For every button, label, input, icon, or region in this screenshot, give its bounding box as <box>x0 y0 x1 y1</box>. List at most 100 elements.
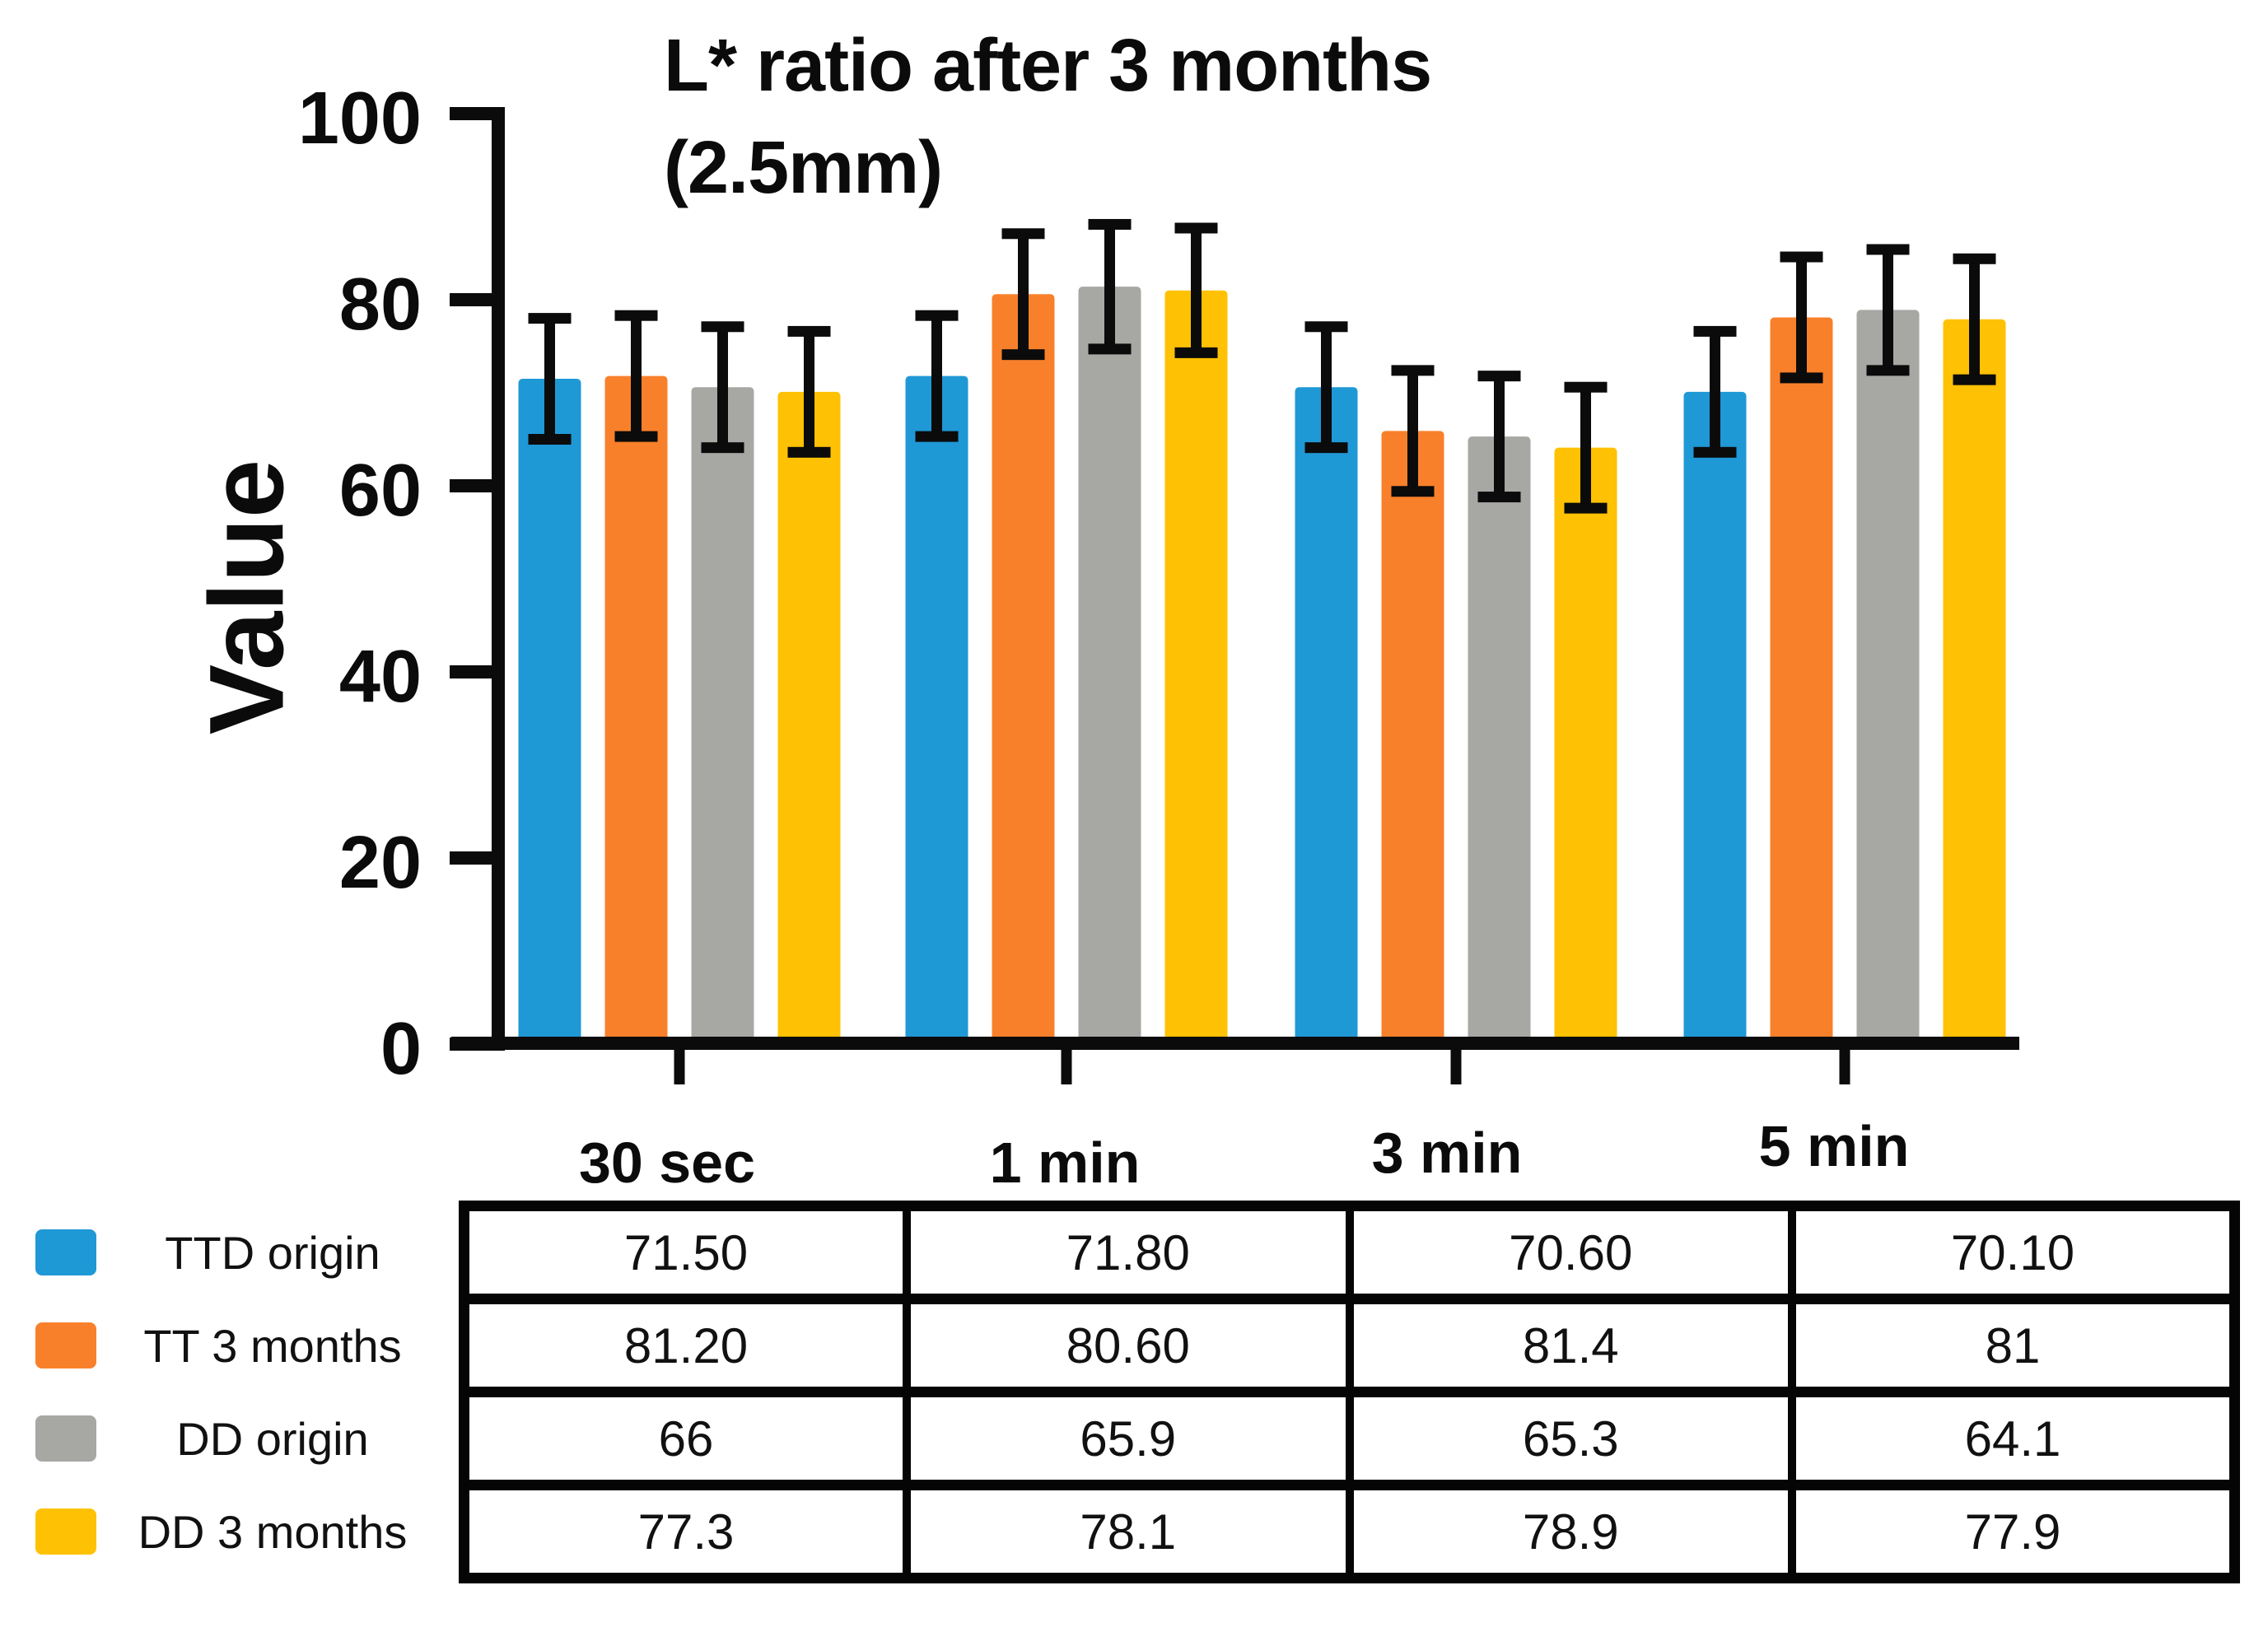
table-cell-ttd-origin-5-min: 70.10 <box>1788 1201 2239 1304</box>
y-axis-title: Value <box>189 459 306 734</box>
bar-ttd-origin-30-sec <box>518 379 581 1049</box>
error-bar-cap-bottom <box>1693 446 1737 458</box>
error-bar-cap-bottom <box>1477 492 1521 503</box>
data-table-body: 71.50 71.80 70.60 70.10 81.20 80.60 81.4 81 66 65… <box>460 1201 2239 1583</box>
table-cell-dd-3-months-5-min: 77.9 <box>1788 1480 2239 1583</box>
legend-item-ttd-origin: TTD origin <box>21 1204 449 1301</box>
legend-item-dd-origin: DD origin <box>21 1390 449 1487</box>
error-bar-cap-top <box>1564 381 1608 393</box>
error-bar-cap-top <box>1088 218 1132 230</box>
error-bar-cap-bottom <box>701 442 744 454</box>
bar-ttd-origin-3-min <box>1295 387 1358 1050</box>
legend-label: TT 3 months <box>143 1319 402 1372</box>
error-bar-whisker <box>1018 233 1029 355</box>
error-bar-whisker <box>1321 326 1332 448</box>
y-axis-tick <box>450 293 502 306</box>
legend-item-dd-3-months: DD 3 months <box>21 1483 449 1580</box>
error-bar-whisker <box>1580 387 1591 509</box>
error-bar-whisker <box>804 331 814 453</box>
error-bar-cap-top <box>1693 325 1737 337</box>
y-tick-label: 100 <box>298 77 422 160</box>
bar-tt-3-months-3-min <box>1381 431 1444 1049</box>
x-axis-tick <box>674 1048 685 1084</box>
error-bar-cap-top <box>1174 222 1218 234</box>
bar-chart: 0 20 40 60 80 100 30 sec 1 min 3 min 5 min Value <box>189 77 2019 1194</box>
table-cell-ttd-origin-3-min: 70.60 <box>1345 1201 1796 1304</box>
error-bar-cap-bottom <box>1953 374 1996 385</box>
error-bar-cap-top <box>915 310 959 321</box>
error-bar-cap-top <box>614 310 658 321</box>
error-bar-cap-bottom <box>1391 486 1435 497</box>
error-bar-whisker <box>931 315 942 437</box>
error-bar-whisker <box>1191 227 1202 353</box>
error-bar-whisker <box>544 318 555 440</box>
table-row-ttd-origin: 71.50 71.80 70.60 70.10 <box>460 1201 2239 1304</box>
y-axis-tick <box>450 851 502 865</box>
bar-dd-origin-1-min <box>1078 287 1141 1049</box>
bar-dd-origin-5-min <box>1856 310 1920 1049</box>
error-bar-cap-top <box>1477 371 1521 382</box>
error-bar-cap-bottom <box>1564 502 1608 514</box>
error-bar-whisker <box>631 315 642 437</box>
error-bar-cap-bottom <box>787 446 831 458</box>
legend-label: DD origin <box>176 1412 369 1465</box>
bar-dd-3-months-3-min <box>1554 447 1617 1049</box>
bar-ttd-origin-1-min <box>905 375 968 1049</box>
bar-tt-3-months-30-sec <box>604 375 668 1049</box>
error-bar-cap-bottom <box>1866 365 1910 376</box>
table-cell-dd-3-months-3-min: 78.9 <box>1345 1480 1796 1583</box>
y-axis-tick <box>450 665 502 678</box>
error-bar-whisker <box>1883 249 1893 371</box>
x-axis-tick <box>1839 1048 1850 1084</box>
error-bar-cap-top <box>528 313 572 324</box>
error-bar-whisker <box>1494 375 1505 497</box>
y-tick-label: 40 <box>339 636 422 718</box>
bar-tt-3-months-5-min <box>1770 317 1833 1050</box>
legend-swatch <box>35 1229 96 1275</box>
chart-title: L* ratio after 3 months (2.5mm) <box>664 15 1432 219</box>
bar-dd-origin-30-sec <box>691 387 754 1050</box>
table-cell-dd-origin-30-sec: 66 <box>460 1387 911 1490</box>
error-bar-cap-bottom <box>1001 349 1045 361</box>
error-bar-cap-bottom <box>915 431 959 442</box>
error-bar-cap-top <box>701 321 744 333</box>
bar-tt-3-months-1-min <box>992 294 1055 1050</box>
chart-title-line2: (2.5mm) <box>664 127 943 210</box>
bar-dd-3-months-5-min <box>1943 319 2006 1050</box>
table-cell-ttd-origin-30-sec: 71.50 <box>460 1201 911 1304</box>
bar-ttd-origin-5-min <box>1683 391 1747 1049</box>
bar-dd-origin-3-min <box>1468 436 1531 1049</box>
x-tick-label: 1 min <box>990 1131 1141 1194</box>
error-bar-cap-bottom <box>1304 442 1348 454</box>
error-bar-whisker <box>717 326 728 448</box>
table-cell-dd-origin-1-min: 65.9 <box>903 1387 1354 1490</box>
table-row-tt-3-months: 81.20 80.60 81.4 81 <box>460 1294 2239 1397</box>
error-bar-cap-top <box>1866 244 1910 255</box>
error-bar-whisker <box>1710 331 1720 453</box>
error-bar-cap-bottom <box>1174 347 1218 358</box>
error-bar-cap-bottom <box>614 431 658 442</box>
legend-label: DD 3 months <box>138 1505 408 1558</box>
error-bar-cap-bottom <box>528 434 572 445</box>
y-tick-label: 80 <box>339 263 422 346</box>
error-bar-whisker <box>1104 224 1115 349</box>
bar-dd-3-months-30-sec <box>777 391 841 1049</box>
error-bar-whisker <box>1796 257 1807 378</box>
y-tick-label: 20 <box>339 822 422 904</box>
data-table: 71.50 71.80 70.60 70.10 81.20 80.60 81.4 81 66 65… <box>459 1201 2240 1583</box>
table-cell-tt-3-months-30-sec: 81.20 <box>460 1294 911 1397</box>
y-axis-tick <box>450 107 502 120</box>
table-row-dd-3-months: 77.3 78.1 78.9 77.9 <box>460 1480 2239 1583</box>
error-bar-cap-top <box>1780 251 1823 263</box>
legend-swatch <box>35 1415 96 1462</box>
error-bar-cap-top <box>1001 228 1045 240</box>
table-cell-ttd-origin-1-min: 71.80 <box>903 1201 1354 1304</box>
legend-item-tt-3-months: TT 3 months <box>21 1297 449 1394</box>
table-cell-dd-origin-3-min: 65.3 <box>1345 1387 1796 1490</box>
legend-label: TTD origin <box>165 1226 380 1279</box>
chart-title-line1: L* ratio after 3 months <box>664 25 1432 107</box>
error-bar-cap-top <box>1304 321 1348 333</box>
table-cell-tt-3-months-1-min: 80.60 <box>903 1294 1354 1397</box>
legend-swatch <box>35 1322 96 1369</box>
